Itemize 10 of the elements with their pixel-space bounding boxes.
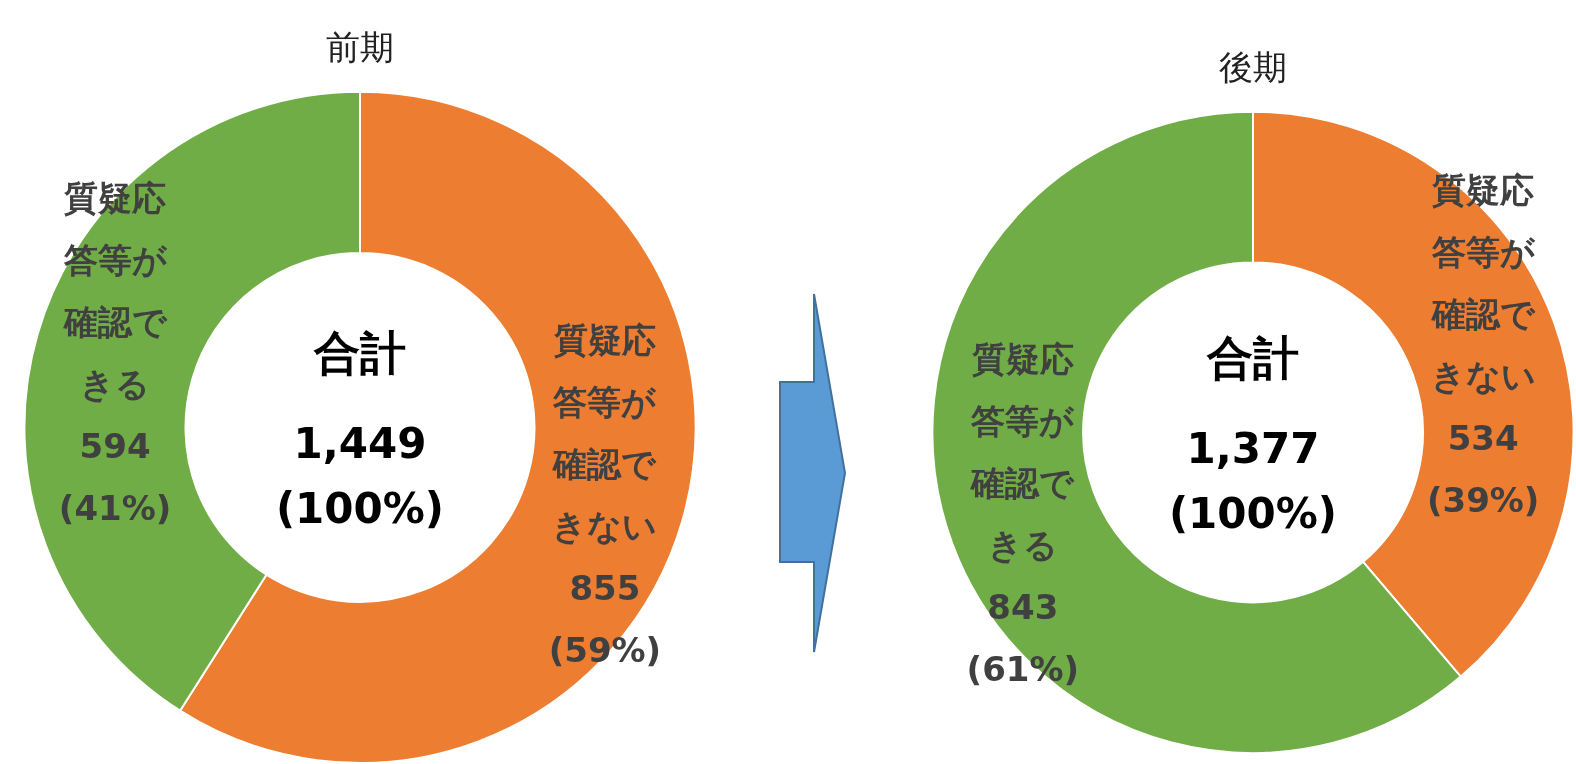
data-label: 594 (41%) <box>58 426 172 529</box>
chart-title: 前期 <box>326 27 394 68</box>
chart-title: 後期 <box>1219 47 1287 88</box>
slice-label: 質疑応答等が確認できない <box>551 320 658 547</box>
slice-label: 質疑応答等が確認できる <box>969 338 1076 565</box>
text: 1,377 (100%) <box>1168 424 1338 539</box>
text: 合計 <box>1206 331 1299 386</box>
data-label: 534 (39%) <box>1426 417 1540 520</box>
text: 1,449 (100%) <box>275 419 445 534</box>
text: 合計 <box>313 326 406 381</box>
